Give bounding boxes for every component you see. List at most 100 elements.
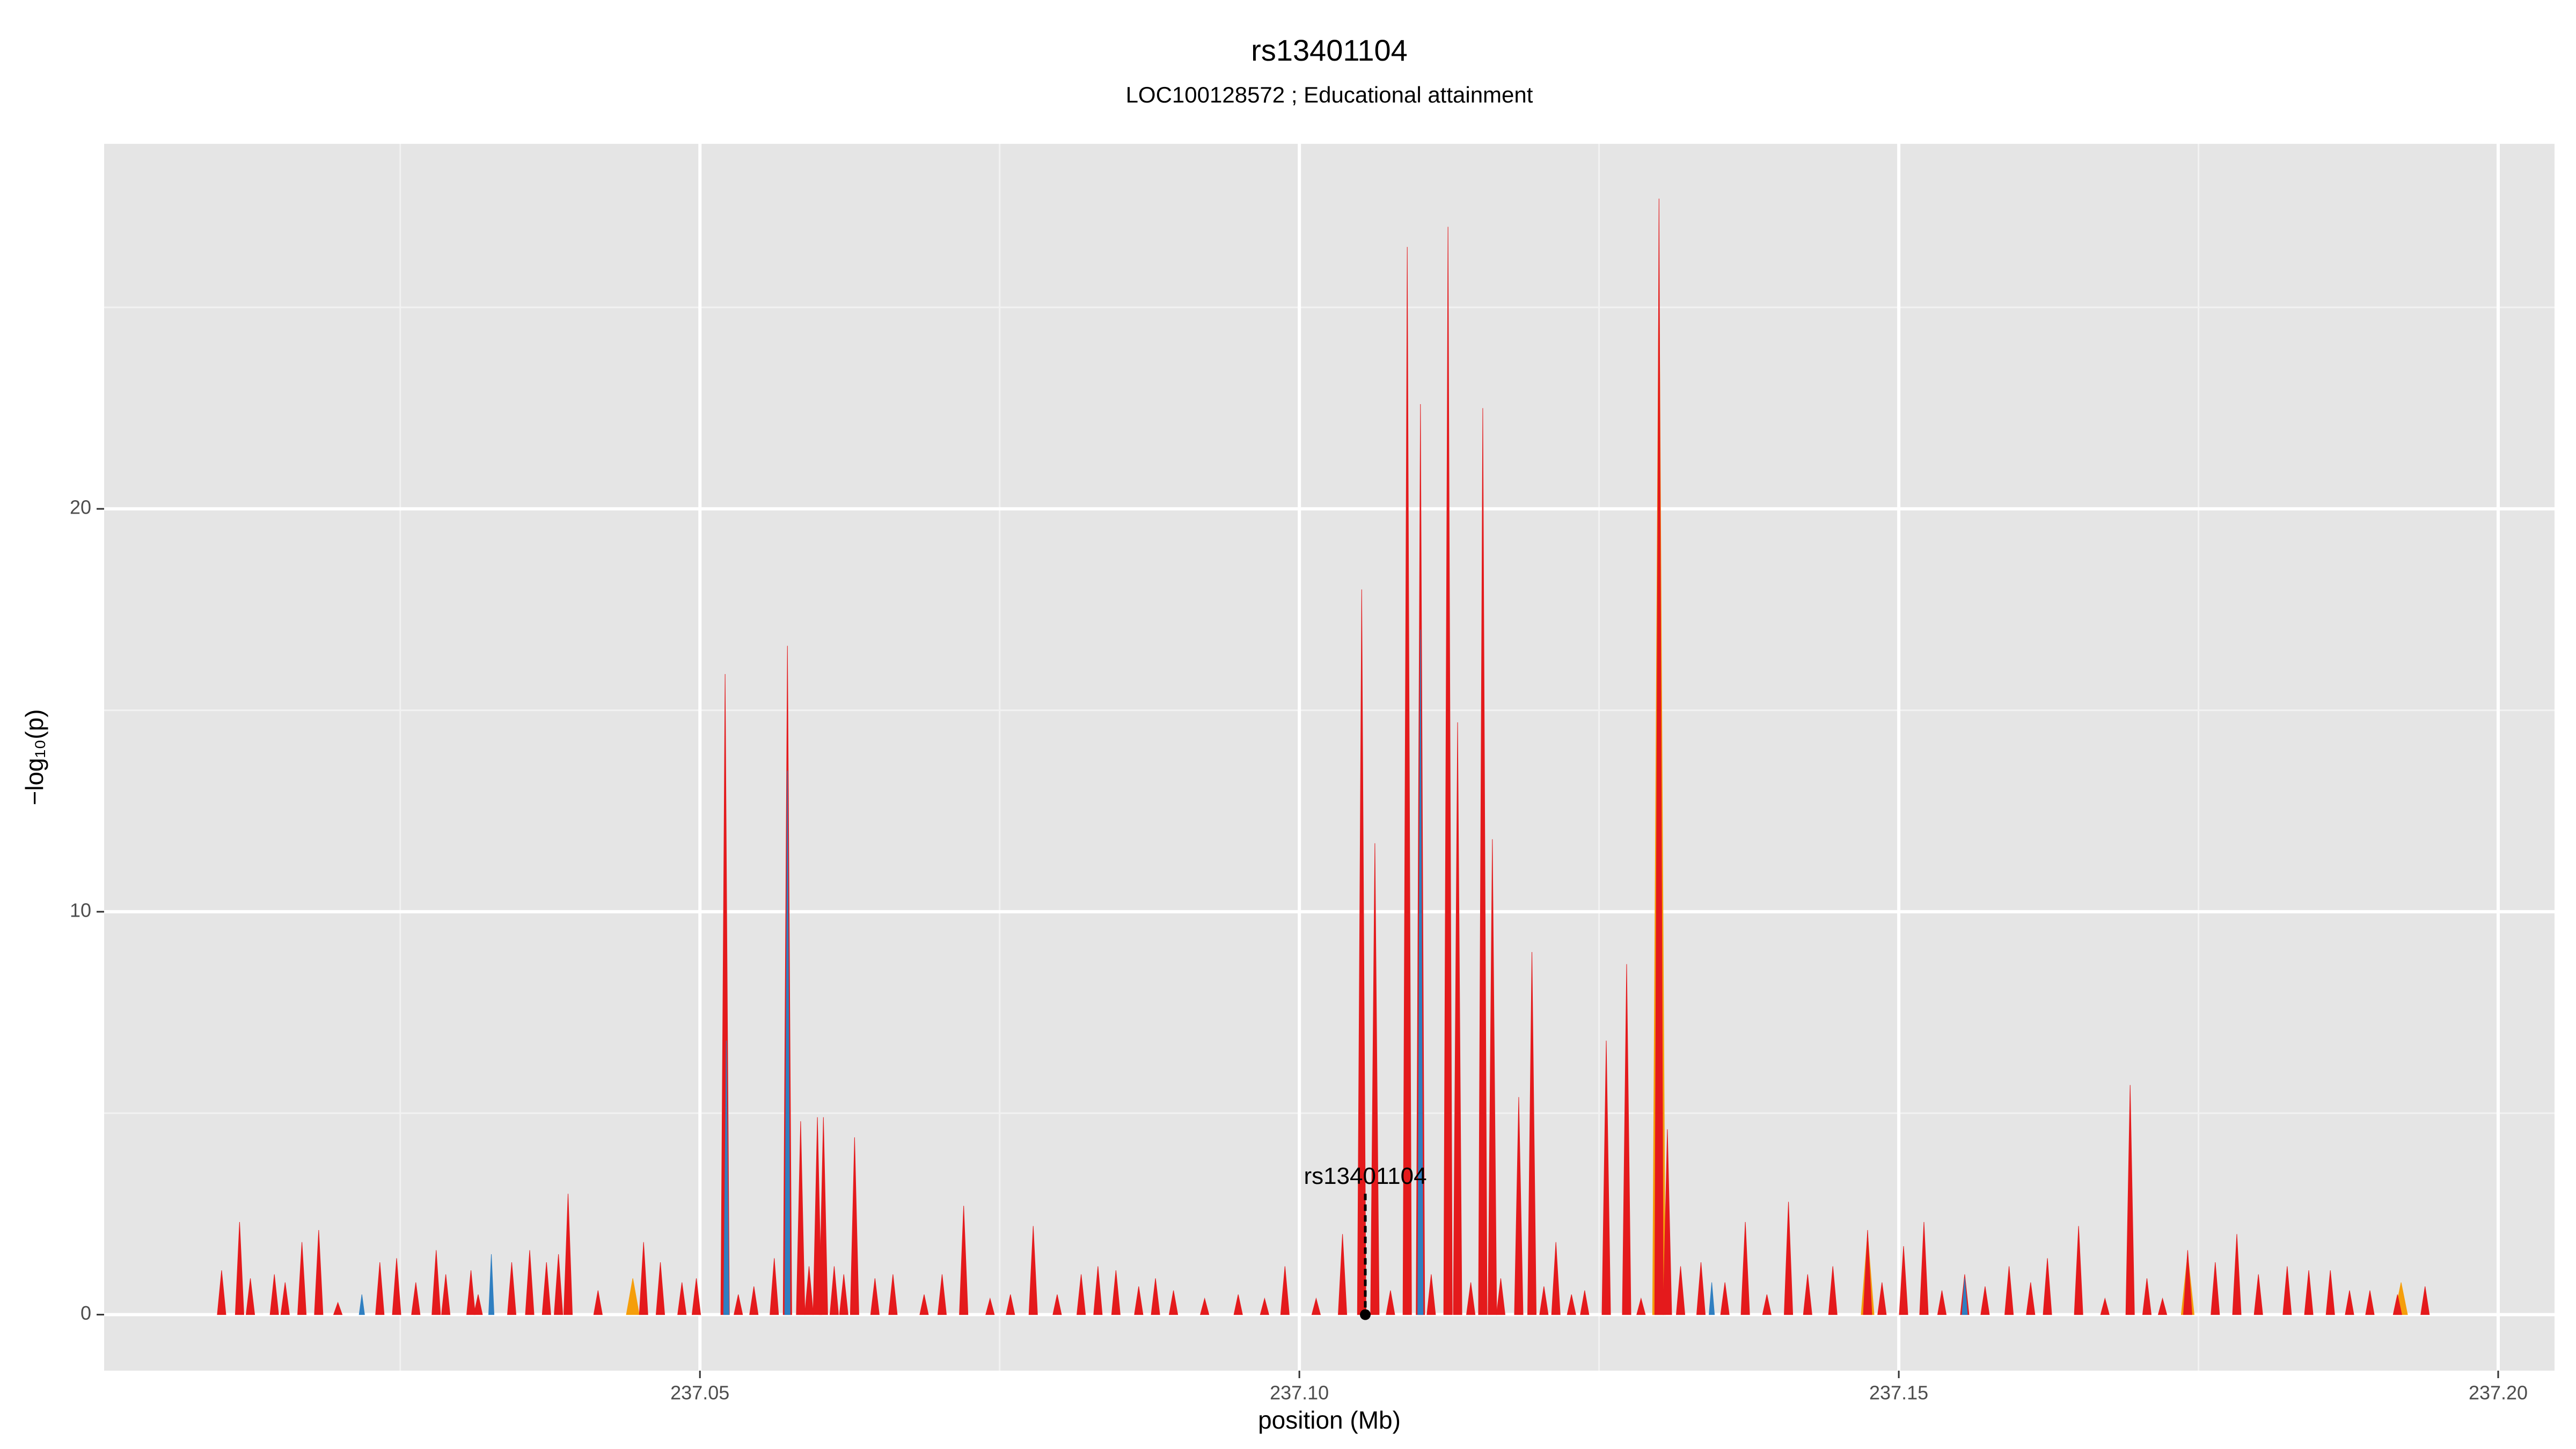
- y-tick-label: 0: [80, 1302, 91, 1324]
- spike: [1443, 226, 1453, 1315]
- spike: [525, 1250, 535, 1315]
- x-tick-label: 237.05: [670, 1382, 729, 1404]
- spike: [269, 1274, 279, 1315]
- spike: [1200, 1297, 1210, 1315]
- spike: [358, 1294, 365, 1315]
- spike: [488, 1254, 495, 1315]
- spike: [1052, 1294, 1062, 1315]
- spike: [541, 1262, 551, 1315]
- spike: [829, 1266, 839, 1315]
- plot-background: [104, 144, 2555, 1371]
- spike: [314, 1230, 324, 1315]
- spike: [2043, 1258, 2052, 1315]
- spike: [1151, 1278, 1160, 1315]
- marks: rs13401104: [217, 199, 2430, 1320]
- spike: [1567, 1294, 1576, 1315]
- spike: [639, 1242, 648, 1315]
- spike: [784, 771, 791, 1315]
- spike: [2183, 1250, 2192, 1315]
- spike: [1370, 843, 1380, 1315]
- spike: [1675, 1266, 1686, 1315]
- spike: [1338, 1234, 1348, 1315]
- spike: [1280, 1266, 1290, 1315]
- spike: [723, 1041, 729, 1315]
- spike: [1636, 1297, 1646, 1315]
- spike: [441, 1274, 451, 1315]
- spike: [2304, 1270, 2314, 1315]
- spike: [1311, 1297, 1321, 1315]
- spike: [1539, 1286, 1549, 1315]
- spike: [1962, 1278, 1968, 1315]
- spike: [888, 1274, 898, 1315]
- spike: [563, 1194, 573, 1315]
- spike: [2345, 1290, 2354, 1315]
- spike: [1762, 1294, 1772, 1315]
- spike: [959, 1205, 969, 1315]
- spike: [1740, 1221, 1750, 1315]
- spike: [839, 1274, 848, 1315]
- spike: [1980, 1286, 1990, 1315]
- spike: [1828, 1266, 1838, 1315]
- spike: [2232, 1234, 2242, 1315]
- spike: [1111, 1270, 1121, 1315]
- spike: [2365, 1290, 2375, 1315]
- spike: [2026, 1282, 2036, 1315]
- spike: [2157, 1297, 2168, 1315]
- annotation-label: rs13401104: [1304, 1163, 1426, 1189]
- spike: [1006, 1294, 1015, 1315]
- y-tick-label: 10: [70, 899, 91, 921]
- spike: [1720, 1282, 1730, 1315]
- spike: [466, 1270, 476, 1315]
- spike: [919, 1294, 929, 1315]
- spike: [1093, 1266, 1103, 1315]
- spike: [870, 1278, 880, 1315]
- spike: [1663, 1129, 1672, 1315]
- spike: [1417, 630, 1424, 1315]
- spike: [1527, 952, 1537, 1315]
- spike: [593, 1290, 603, 1315]
- spike: [1426, 1274, 1436, 1315]
- spike: [2325, 1270, 2335, 1315]
- spike: [691, 1278, 701, 1315]
- spike: [1863, 1230, 1872, 1315]
- spike: [392, 1258, 401, 1315]
- spike: [1028, 1226, 1038, 1315]
- y-axis-title: −log₁₀(p): [20, 709, 48, 805]
- spike: [1877, 1282, 1887, 1315]
- annotation-point: [1360, 1309, 1371, 1320]
- spike: [2392, 1294, 2402, 1315]
- spike: [749, 1286, 759, 1315]
- spike: [2125, 1085, 2135, 1315]
- spike: [1937, 1290, 1947, 1315]
- spike: [2004, 1266, 2014, 1315]
- spike: [431, 1250, 441, 1315]
- spike: [813, 1117, 822, 1315]
- spike: [770, 1258, 779, 1315]
- spike: [2420, 1286, 2430, 1315]
- x-axis-title: position (Mb): [1258, 1406, 1401, 1434]
- spike: [1899, 1246, 1908, 1315]
- x-tick-label: 237.10: [1270, 1382, 1329, 1404]
- spike: [804, 1266, 814, 1315]
- spike: [1478, 408, 1488, 1315]
- spike: [796, 1121, 806, 1315]
- spike: [850, 1137, 859, 1315]
- spike: [411, 1282, 421, 1315]
- spike: [937, 1274, 947, 1315]
- spike: [1580, 1290, 1590, 1315]
- x-tick-label: 237.15: [1869, 1382, 1928, 1404]
- spike: [1601, 1041, 1611, 1315]
- spike: [1514, 1097, 1524, 1315]
- spike: [1134, 1286, 1144, 1315]
- spike: [1260, 1297, 1270, 1315]
- spike: [1803, 1274, 1812, 1315]
- spike: [1654, 199, 1664, 1315]
- spike: [1696, 1262, 1706, 1315]
- spike: [280, 1282, 290, 1315]
- spike: [507, 1262, 517, 1315]
- spike: [235, 1221, 244, 1315]
- spike: [1233, 1294, 1243, 1315]
- spike: [1077, 1274, 1086, 1315]
